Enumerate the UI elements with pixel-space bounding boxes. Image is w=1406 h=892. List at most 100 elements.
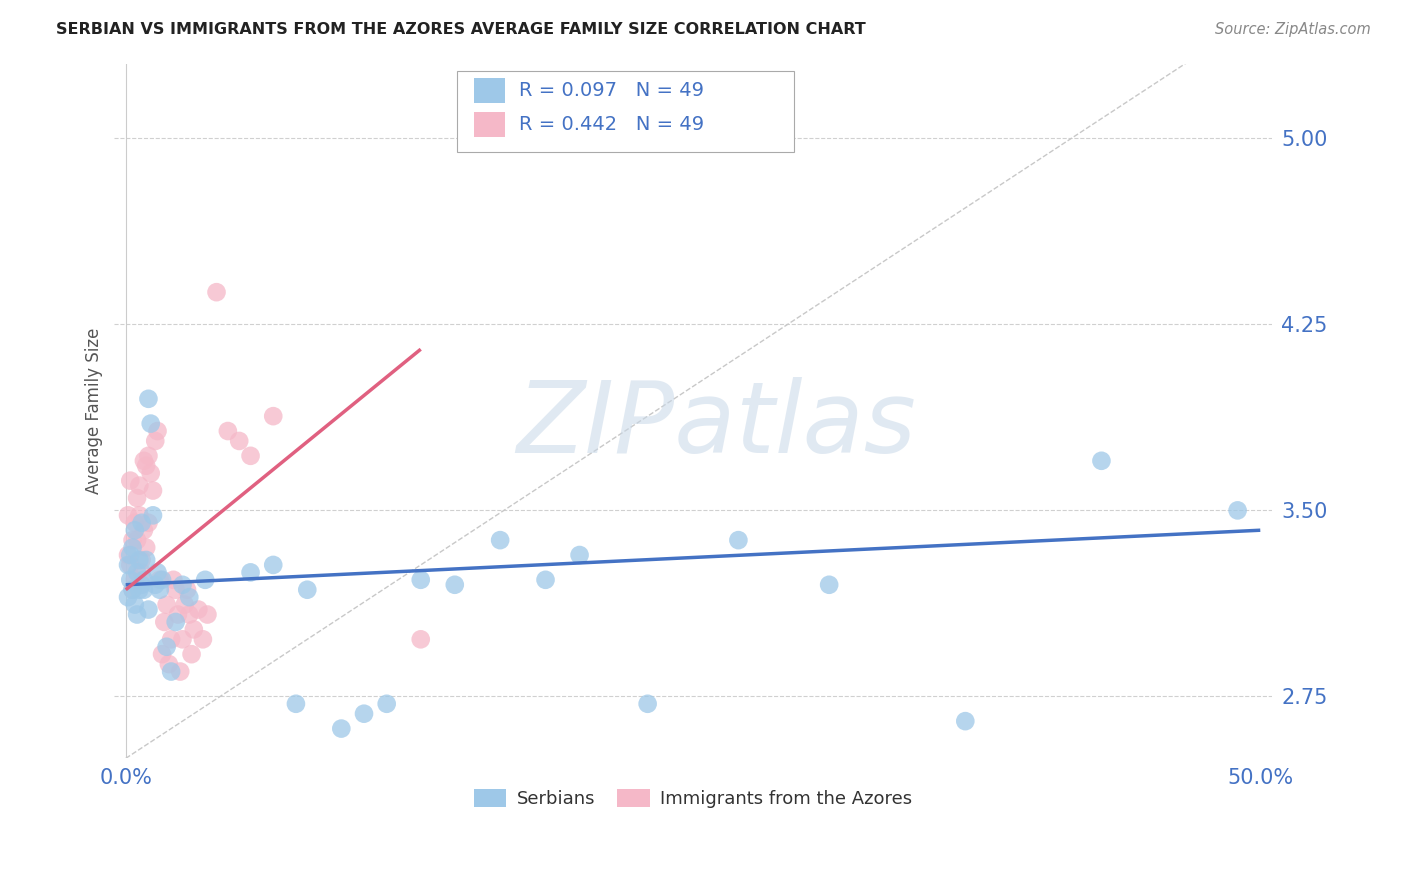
- Point: [534, 573, 557, 587]
- Point: [139, 466, 162, 480]
- Point: [169, 665, 191, 679]
- Point: [138, 449, 160, 463]
- Point: [568, 548, 591, 562]
- Point: [330, 722, 353, 736]
- Point: [149, 582, 172, 597]
- Point: [131, 578, 153, 592]
- Point: [132, 582, 155, 597]
- Point: [409, 632, 432, 647]
- Point: [1090, 454, 1112, 468]
- Point: [143, 434, 166, 448]
- Point: [150, 573, 173, 587]
- Point: [117, 590, 139, 604]
- Point: [409, 573, 432, 587]
- Point: [228, 434, 250, 448]
- Text: SERBIAN VS IMMIGRANTS FROM THE AZORES AVERAGE FAMILY SIZE CORRELATION CHART: SERBIAN VS IMMIGRANTS FROM THE AZORES AV…: [56, 22, 866, 37]
- Point: [143, 578, 166, 592]
- Point: [124, 573, 146, 587]
- Point: [155, 640, 177, 654]
- Point: [121, 533, 143, 548]
- Point: [155, 598, 177, 612]
- Point: [127, 566, 149, 580]
- Point: [262, 409, 284, 424]
- Point: [124, 523, 146, 537]
- Point: [353, 706, 375, 721]
- Point: [131, 516, 153, 530]
- Point: [637, 697, 659, 711]
- Point: [489, 533, 512, 548]
- Point: [138, 392, 160, 406]
- Point: [157, 657, 180, 672]
- Point: [150, 647, 173, 661]
- Point: [135, 541, 157, 555]
- Point: [146, 566, 169, 580]
- Point: [117, 558, 139, 572]
- Point: [124, 598, 146, 612]
- Point: [120, 573, 142, 587]
- Point: [205, 285, 228, 300]
- Point: [165, 615, 187, 629]
- Point: [117, 508, 139, 523]
- Point: [172, 632, 194, 647]
- Point: [167, 607, 190, 622]
- Point: [1226, 503, 1249, 517]
- Point: [183, 623, 205, 637]
- Point: [131, 553, 153, 567]
- Text: R = 0.097   N = 49: R = 0.097 N = 49: [519, 81, 704, 101]
- Point: [194, 573, 217, 587]
- Point: [120, 474, 142, 488]
- Point: [217, 424, 239, 438]
- Point: [153, 615, 176, 629]
- Point: [149, 573, 172, 587]
- Legend: Serbians, Immigrants from the Azores: Serbians, Immigrants from the Azores: [467, 781, 920, 815]
- Point: [132, 573, 155, 587]
- Point: [443, 578, 465, 592]
- Point: [117, 548, 139, 562]
- Point: [160, 665, 183, 679]
- Point: [120, 558, 142, 572]
- Point: [142, 483, 165, 498]
- Point: [239, 566, 262, 580]
- Point: [284, 697, 307, 711]
- Point: [172, 578, 194, 592]
- Point: [297, 582, 319, 597]
- Point: [173, 598, 195, 612]
- Point: [146, 424, 169, 438]
- Point: [262, 558, 284, 572]
- Point: [127, 491, 149, 505]
- Point: [132, 523, 155, 537]
- Point: [121, 582, 143, 597]
- Point: [239, 449, 262, 463]
- Point: [121, 582, 143, 597]
- Point: [139, 417, 162, 431]
- Point: [955, 714, 977, 728]
- Point: [124, 516, 146, 530]
- Point: [128, 582, 150, 597]
- Point: [120, 548, 142, 562]
- Point: [138, 516, 160, 530]
- Point: [142, 508, 165, 523]
- Point: [179, 607, 201, 622]
- Point: [132, 454, 155, 468]
- Point: [191, 632, 214, 647]
- Point: [818, 578, 841, 592]
- Point: [128, 478, 150, 492]
- Y-axis label: Average Family Size: Average Family Size: [86, 328, 103, 494]
- Point: [135, 553, 157, 567]
- Point: [165, 582, 187, 597]
- Point: [179, 590, 201, 604]
- Point: [131, 566, 153, 580]
- Point: [187, 602, 209, 616]
- Point: [128, 553, 150, 567]
- Point: [138, 602, 160, 616]
- Point: [128, 508, 150, 523]
- Text: R = 0.442   N = 49: R = 0.442 N = 49: [519, 115, 704, 135]
- Text: ZIPatlas: ZIPatlas: [516, 376, 917, 474]
- Point: [127, 533, 149, 548]
- Point: [727, 533, 749, 548]
- Point: [375, 697, 398, 711]
- Point: [162, 573, 184, 587]
- Point: [176, 582, 198, 597]
- Point: [121, 541, 143, 555]
- Point: [127, 607, 149, 622]
